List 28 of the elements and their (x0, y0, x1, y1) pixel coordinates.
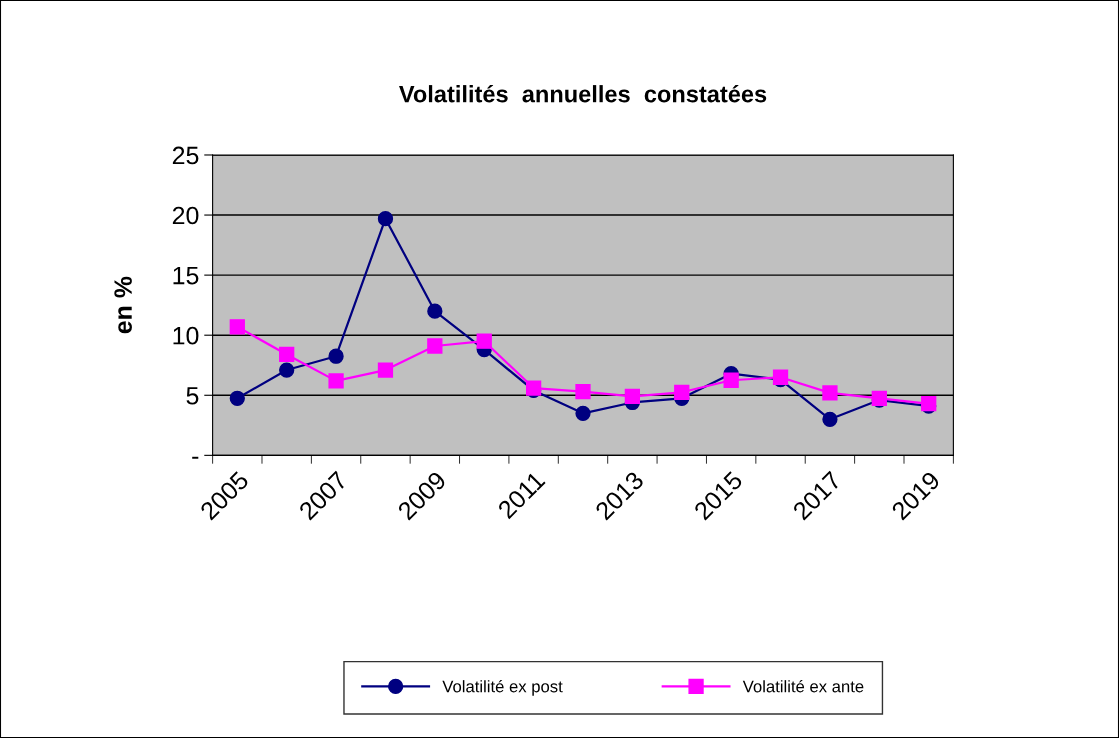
y-tick-label: 25 (172, 146, 199, 165)
y-tick-label: 20 (172, 206, 199, 225)
point (674, 384, 690, 400)
point (427, 338, 443, 354)
point (279, 362, 295, 378)
point (328, 373, 344, 389)
point (427, 303, 443, 319)
chart-title: Volatilités annuelles constatées (399, 84, 767, 103)
point (723, 372, 739, 388)
point (822, 385, 838, 401)
point (328, 348, 344, 364)
y-tick-label: 15 (173, 266, 199, 285)
point (229, 390, 245, 406)
point (377, 211, 394, 227)
y-tick-label: - (192, 456, 199, 459)
y-tick-label: 5 (186, 387, 199, 405)
point (575, 405, 591, 421)
point (377, 362, 394, 378)
point (279, 346, 295, 363)
legend-label: Volatilité ex ante (742, 679, 864, 693)
point (624, 388, 641, 405)
legend-label: Volatilité ex post (442, 679, 563, 696)
point (575, 384, 591, 400)
point (229, 319, 245, 335)
point (476, 333, 492, 349)
point (822, 411, 838, 427)
y-axis-title: en % (114, 276, 132, 334)
y-tick-label: 10 (173, 326, 199, 345)
